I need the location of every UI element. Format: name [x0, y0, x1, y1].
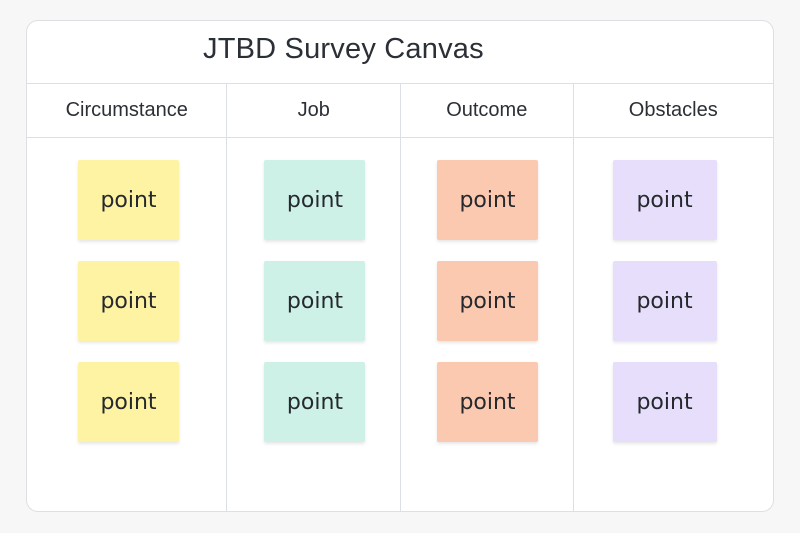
canvas-title: JTBD Survey Canvas — [203, 33, 484, 65]
title-bar: JTBD Survey Canvas — [27, 21, 773, 84]
sticky-note[interactable]: point — [612, 160, 717, 240]
canvas-board: JTBD Survey Canvas Circumstance point po… — [26, 20, 774, 512]
sticky-note[interactable]: point — [78, 362, 179, 442]
sticky-note[interactable]: point — [264, 261, 366, 341]
sticky-note[interactable]: point — [78, 261, 179, 341]
sticky-note[interactable]: point — [437, 261, 538, 341]
sticky-note[interactable]: point — [612, 261, 717, 341]
column-outcome: Outcome point point point — [401, 84, 574, 511]
column-job: Job point point point — [227, 84, 401, 511]
sticky-note[interactable]: point — [264, 362, 366, 442]
column-header: Obstacles — [573, 84, 773, 138]
column-obstacles: Obstacles point point point — [573, 84, 773, 511]
sticky-note[interactable]: point — [612, 362, 717, 442]
columns-container: Circumstance point point point Job point… — [27, 84, 773, 511]
sticky-note[interactable]: point — [264, 160, 366, 240]
sticky-note[interactable]: point — [78, 160, 179, 240]
column-header: Outcome — [401, 84, 573, 138]
column-circumstance: Circumstance point point point — [27, 84, 228, 511]
sticky-note[interactable]: point — [437, 160, 538, 240]
column-header: Circumstance — [27, 84, 227, 138]
sticky-note[interactable]: point — [437, 362, 538, 442]
column-header: Job — [227, 84, 400, 138]
